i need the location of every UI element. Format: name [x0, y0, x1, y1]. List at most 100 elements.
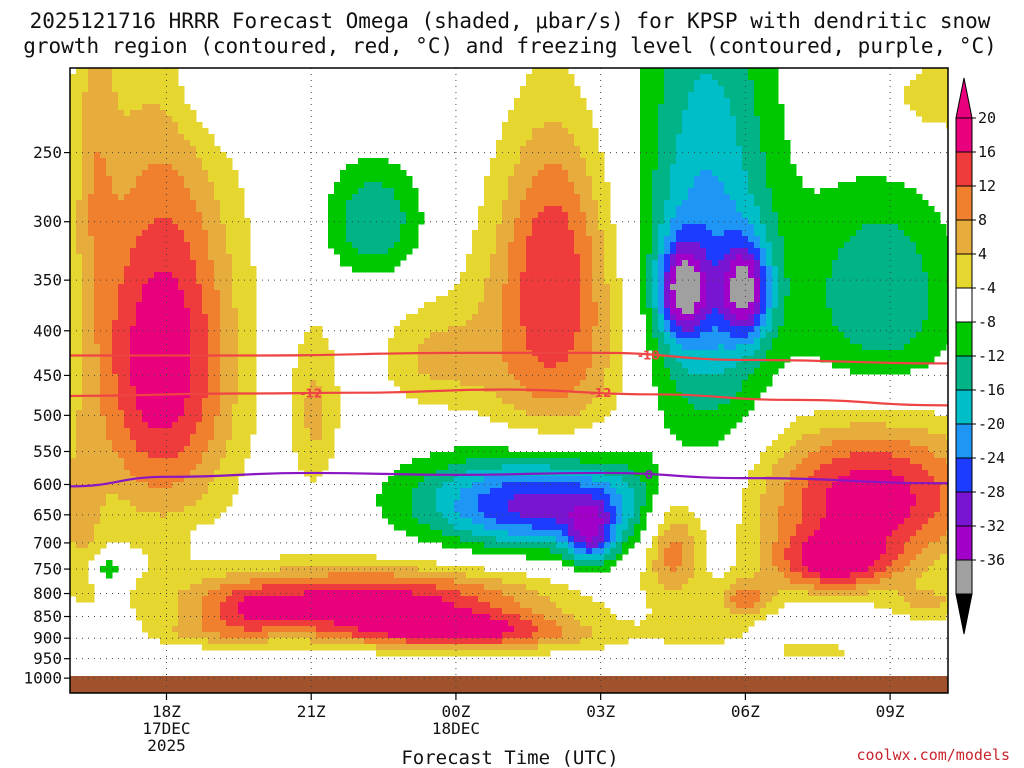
omega-cell	[508, 206, 515, 213]
omega-cell	[412, 518, 419, 525]
omega-cell	[244, 350, 251, 357]
omega-cell	[112, 452, 119, 459]
omega-cell	[388, 254, 395, 261]
omega-cell	[496, 308, 503, 315]
omega-cell	[250, 392, 257, 399]
omega-cell	[130, 524, 137, 531]
omega-cell	[124, 176, 131, 183]
omega-cell	[142, 518, 149, 525]
omega-cell	[418, 476, 425, 483]
omega-cell	[502, 362, 509, 369]
omega-cell	[544, 464, 551, 471]
omega-cell	[376, 266, 383, 273]
omega-cell	[154, 632, 161, 639]
omega-cell	[280, 584, 287, 591]
omega-cell	[214, 212, 221, 219]
omega-cell	[328, 194, 335, 201]
omega-cell	[88, 596, 95, 603]
omega-cell	[508, 548, 515, 555]
omega-cell	[100, 536, 107, 543]
omega-cell	[148, 152, 155, 159]
omega-cell	[520, 284, 527, 291]
omega-cell	[160, 434, 167, 441]
omega-cell	[532, 236, 539, 243]
omega-cell	[100, 224, 107, 231]
omega-cell	[88, 422, 95, 429]
omega-cell	[520, 464, 527, 471]
omega-cell	[430, 524, 437, 531]
omega-cell	[226, 428, 233, 435]
omega-cell	[70, 416, 77, 423]
omega-cell	[538, 464, 545, 471]
omega-cell	[436, 536, 443, 543]
omega-cell	[88, 302, 95, 309]
omega-cell	[520, 296, 527, 303]
omega-cell	[148, 104, 155, 111]
omega-cell	[436, 362, 443, 369]
omega-cell	[106, 500, 113, 507]
omega-cell	[532, 374, 539, 381]
omega-cell	[76, 248, 83, 255]
omega-cell	[322, 638, 329, 645]
omega-cell	[136, 146, 143, 153]
omega-cell	[166, 344, 173, 351]
omega-cell	[502, 476, 509, 483]
omega-cell	[274, 596, 281, 603]
omega-cell	[70, 170, 77, 177]
omega-cell	[124, 80, 131, 87]
omega-cell	[160, 410, 167, 417]
omega-cell	[160, 290, 167, 297]
omega-cell	[214, 200, 221, 207]
omega-cell	[502, 632, 509, 639]
omega-cell	[322, 392, 329, 399]
omega-cell	[202, 380, 209, 387]
omega-cell	[148, 434, 155, 441]
omega-cell	[244, 638, 251, 645]
omega-cell	[112, 110, 119, 117]
omega-cell	[124, 356, 131, 363]
omega-cell	[238, 290, 245, 297]
omega-cell	[544, 302, 551, 309]
omega-cell	[334, 608, 341, 615]
omega-cell	[532, 608, 539, 615]
omega-cell	[454, 584, 461, 591]
omega-cell	[160, 536, 167, 543]
omega-cell	[460, 392, 467, 399]
omega-cell	[142, 272, 149, 279]
omega-cell	[286, 566, 293, 573]
omega-cell	[118, 320, 125, 327]
omega-cell	[76, 350, 83, 357]
omega-cell	[508, 506, 515, 513]
omega-cell	[508, 140, 515, 147]
omega-cell	[232, 608, 239, 615]
omega-cell	[106, 404, 113, 411]
omega-cell	[124, 422, 131, 429]
omega-cell	[490, 596, 497, 603]
omega-cell	[544, 530, 551, 537]
omega-cell	[418, 524, 425, 531]
omega-cell	[166, 146, 173, 153]
omega-cell	[70, 464, 77, 471]
omega-cell	[214, 362, 221, 369]
omega-cell	[448, 590, 455, 597]
omega-cell	[184, 398, 191, 405]
omega-cell	[484, 326, 491, 333]
omega-cell	[118, 140, 125, 147]
omega-cell	[520, 170, 527, 177]
omega-cell	[94, 254, 101, 261]
omega-cell	[154, 422, 161, 429]
omega-cell	[376, 590, 383, 597]
omega-cell	[226, 590, 233, 597]
omega-cell	[208, 236, 215, 243]
omega-cell	[502, 530, 509, 537]
omega-cell	[514, 272, 521, 279]
omega-cell	[238, 230, 245, 237]
omega-cell	[316, 632, 323, 639]
omega-cell	[88, 320, 95, 327]
omega-cell	[544, 92, 551, 99]
omega-cell	[154, 128, 161, 135]
omega-cell	[418, 482, 425, 489]
omega-cell	[490, 332, 497, 339]
omega-cell	[106, 296, 113, 303]
omega-cell	[76, 590, 83, 597]
